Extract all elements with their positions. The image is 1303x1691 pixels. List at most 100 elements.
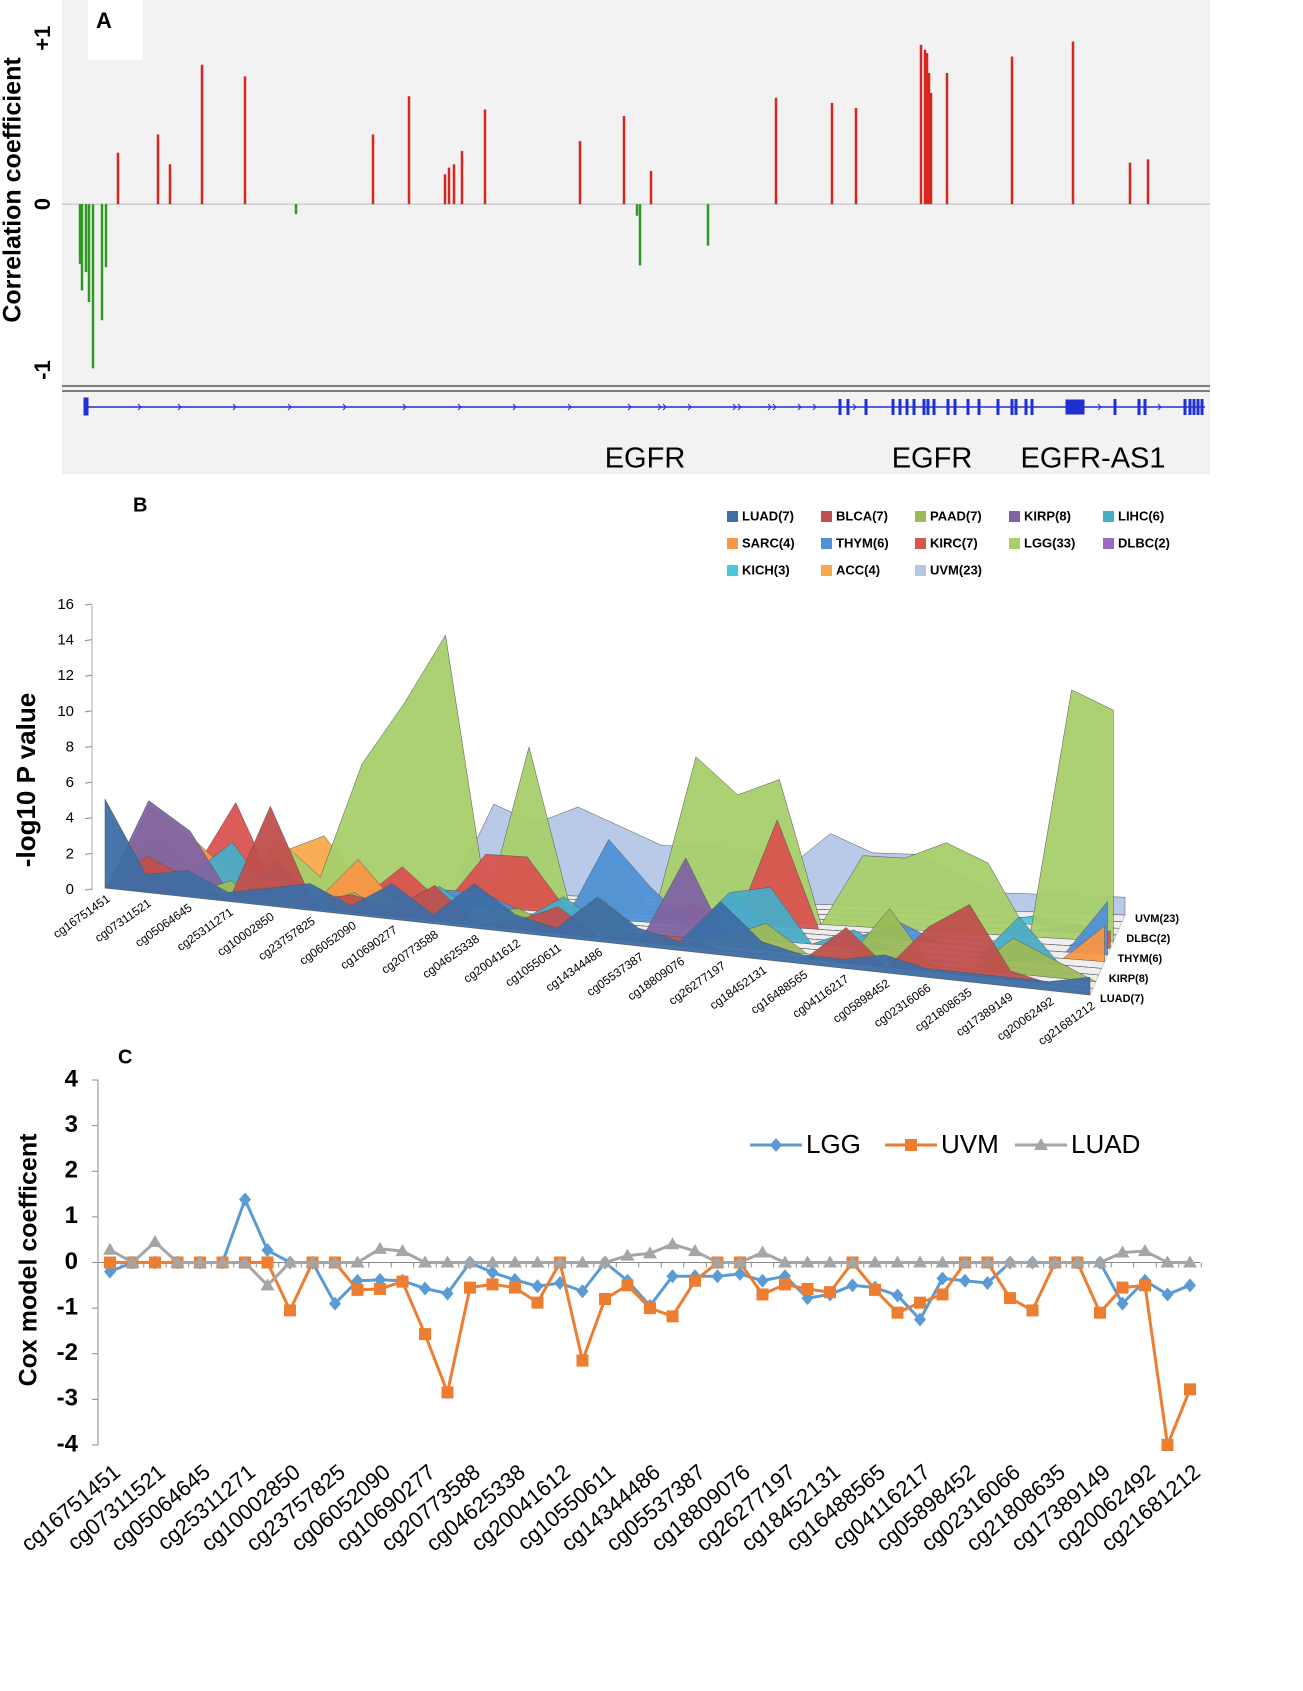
series-marker xyxy=(396,1275,409,1288)
intron-arrow xyxy=(232,403,237,411)
y-tick-label: 2 xyxy=(65,1157,78,1184)
y-tick-label: 0 xyxy=(65,1248,78,1275)
y-tick-label: 10 xyxy=(57,703,74,720)
legend-label: BLCA(7) xyxy=(836,508,888,523)
intron-arrow xyxy=(852,403,857,411)
series-marker xyxy=(801,1282,814,1295)
series-marker xyxy=(576,1354,589,1367)
series-marker xyxy=(485,1255,500,1268)
series-marker xyxy=(328,1255,342,1268)
legend-marker xyxy=(905,1139,917,1151)
series-marker xyxy=(1094,1306,1106,1319)
series-marker xyxy=(329,1296,341,1311)
series-marker xyxy=(644,1302,656,1315)
series-marker xyxy=(1160,1255,1175,1268)
series-marker xyxy=(1115,1245,1130,1258)
series-marker xyxy=(1004,1292,1016,1305)
intron-arrow xyxy=(737,403,742,411)
y-tick-label: 3 xyxy=(65,1111,78,1138)
legend-label: KIRC(7) xyxy=(930,535,978,550)
series-marker xyxy=(1025,1255,1040,1268)
tick-mark xyxy=(84,746,93,748)
area-series xyxy=(104,798,1091,996)
panel-label: C xyxy=(118,1046,132,1068)
legend-marker xyxy=(770,1138,782,1152)
intron-arrow xyxy=(657,403,662,411)
series-marker xyxy=(463,1255,477,1268)
series-marker xyxy=(914,1312,926,1327)
series-marker xyxy=(261,1243,274,1258)
series-marker xyxy=(419,1328,431,1341)
series-marker xyxy=(1116,1296,1129,1311)
y-tick-label: -1 xyxy=(30,360,55,380)
series-marker xyxy=(980,1255,995,1268)
y-tick-label: +1 xyxy=(30,26,55,51)
legend-label: THYM(6) xyxy=(836,535,889,550)
series-marker xyxy=(239,1192,251,1207)
gene-track xyxy=(83,397,1205,416)
series-marker xyxy=(643,1246,657,1259)
legend-label: DLBC(2) xyxy=(1118,535,1170,550)
panel-label: A xyxy=(96,8,112,33)
y-tick-label: 0 xyxy=(30,198,55,210)
series-marker xyxy=(778,1255,792,1268)
series-marker xyxy=(733,1255,747,1268)
legend-label: KICH(3) xyxy=(742,562,790,577)
series-marker xyxy=(846,1278,859,1293)
intron-arrow xyxy=(512,403,517,411)
gene-label: EGFR xyxy=(605,443,686,475)
series-marker xyxy=(284,1304,296,1317)
series-marker xyxy=(351,1283,364,1296)
series-marker xyxy=(800,1255,815,1268)
tick-mark xyxy=(84,817,93,820)
series-marker xyxy=(958,1255,972,1268)
legend-label: LGG xyxy=(806,1129,861,1159)
legend-label: LGG(33) xyxy=(1024,535,1075,550)
series-marker xyxy=(824,1286,836,1299)
y-tick-label: 4 xyxy=(66,810,74,827)
gene-label: EGFR-AS1 xyxy=(1020,443,1165,475)
y-axis-label: Correlation coefficient xyxy=(0,57,27,323)
depth-label: UVM(23) xyxy=(1135,913,1179,925)
series-marker xyxy=(914,1296,926,1309)
series-marker xyxy=(1139,1279,1151,1292)
y-tick-label: 0 xyxy=(66,881,74,898)
series-marker xyxy=(689,1274,701,1287)
series-marker xyxy=(756,1273,769,1288)
series-marker xyxy=(283,1255,297,1268)
intron-arrow xyxy=(627,403,632,411)
series-marker xyxy=(148,1234,162,1247)
legend-label: SARC(4) xyxy=(742,535,795,550)
y-tick-label: 8 xyxy=(66,738,74,755)
series-marker xyxy=(486,1278,499,1291)
y-tick-label: 16 xyxy=(57,596,74,613)
series-marker xyxy=(440,1255,455,1268)
series-marker xyxy=(868,1255,882,1268)
panel-label: B xyxy=(133,494,147,516)
series-marker xyxy=(1093,1255,1107,1268)
series-marker xyxy=(711,1269,724,1284)
y-axis-label: Cox model coefficent xyxy=(15,1133,43,1386)
series-marker xyxy=(845,1255,860,1268)
intron-arrow xyxy=(287,403,292,411)
legend-swatch xyxy=(1103,511,1114,522)
legend-label: UVM xyxy=(941,1129,999,1159)
intron-arrow xyxy=(772,403,777,411)
series-marker xyxy=(261,1256,274,1269)
series-marker xyxy=(734,1266,746,1281)
series-marker xyxy=(395,1244,410,1257)
series-marker xyxy=(238,1255,252,1268)
series-marker xyxy=(1116,1281,1129,1294)
series-marker xyxy=(125,1255,140,1268)
series-marker xyxy=(688,1244,702,1257)
legend-swatch xyxy=(821,565,832,576)
intron-arrow xyxy=(457,403,462,411)
legend-label: LUAD xyxy=(1071,1129,1140,1159)
series-marker xyxy=(464,1281,476,1294)
series-marker xyxy=(1184,1278,1196,1293)
legend-label: LIHC(6) xyxy=(1118,508,1164,523)
intron-arrow xyxy=(137,403,142,411)
series-marker xyxy=(1183,1255,1197,1268)
series-marker xyxy=(576,1284,589,1299)
